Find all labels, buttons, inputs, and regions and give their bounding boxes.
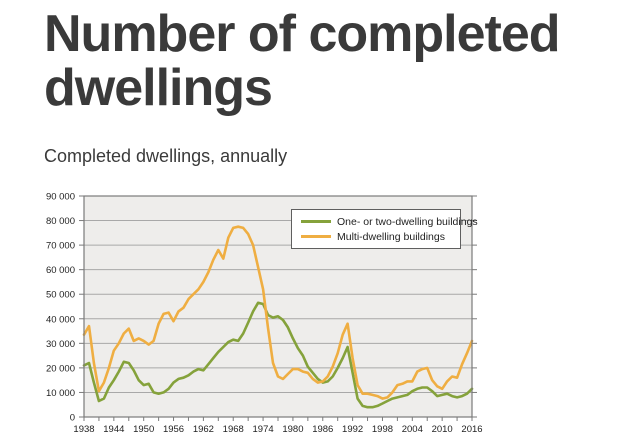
x-axis-label: 1992 [342, 424, 363, 434]
y-axis-label: 50 000 [46, 290, 75, 301]
y-axis-label: 80 000 [46, 216, 75, 227]
x-axis-label: 1980 [282, 424, 303, 434]
x-axis-label: 1962 [193, 424, 214, 434]
y-axis-label: 10 000 [46, 388, 75, 399]
x-axis-label: 1974 [253, 424, 274, 434]
x-axis-label: 1998 [372, 424, 393, 434]
chart-legend: One- or two-dwelling buildings Multi-dwe… [291, 209, 478, 249]
y-axis-label: 20 000 [46, 363, 75, 374]
y-axis-label: 60 000 [46, 265, 75, 276]
y-axis-label: 0 [70, 413, 75, 424]
series-line-1 [82, 225, 474, 400]
legend-label-one-two-dwelling: One- or two-dwelling buildings [337, 215, 478, 228]
x-axis-label: 2010 [432, 424, 453, 434]
x-axis-label: 2004 [402, 424, 423, 434]
legend-swatch-multi-dwelling [301, 235, 331, 238]
legend-label-multi-dwelling: Multi-dwelling buildings [337, 230, 445, 243]
x-axis-label: 1950 [133, 424, 154, 434]
y-axis-label: 90 000 [46, 192, 75, 203]
x-axis-label: 1944 [103, 424, 124, 434]
x-axis-label: 2016 [461, 424, 482, 434]
legend-swatch-one-two-dwelling [301, 220, 331, 223]
chart-subtitle: Completed dwellings, annually [44, 146, 288, 166]
legend-item-multi-dwelling: Multi-dwelling buildings [301, 231, 454, 243]
series-line-0 [82, 301, 474, 409]
y-axis-label: 30 000 [46, 339, 75, 350]
x-axis-label: 1968 [223, 424, 244, 434]
page-title: Number of completed dwellings [44, 5, 561, 117]
x-axis-label: 1986 [312, 424, 333, 434]
x-axis-label: 1956 [163, 424, 184, 434]
x-axis-label: 1938 [73, 424, 94, 434]
y-axis-label: 70 000 [46, 241, 75, 252]
y-axis-label: 40 000 [46, 314, 75, 325]
legend-item-one-two-dwelling: One- or two-dwelling buildings [301, 216, 478, 228]
